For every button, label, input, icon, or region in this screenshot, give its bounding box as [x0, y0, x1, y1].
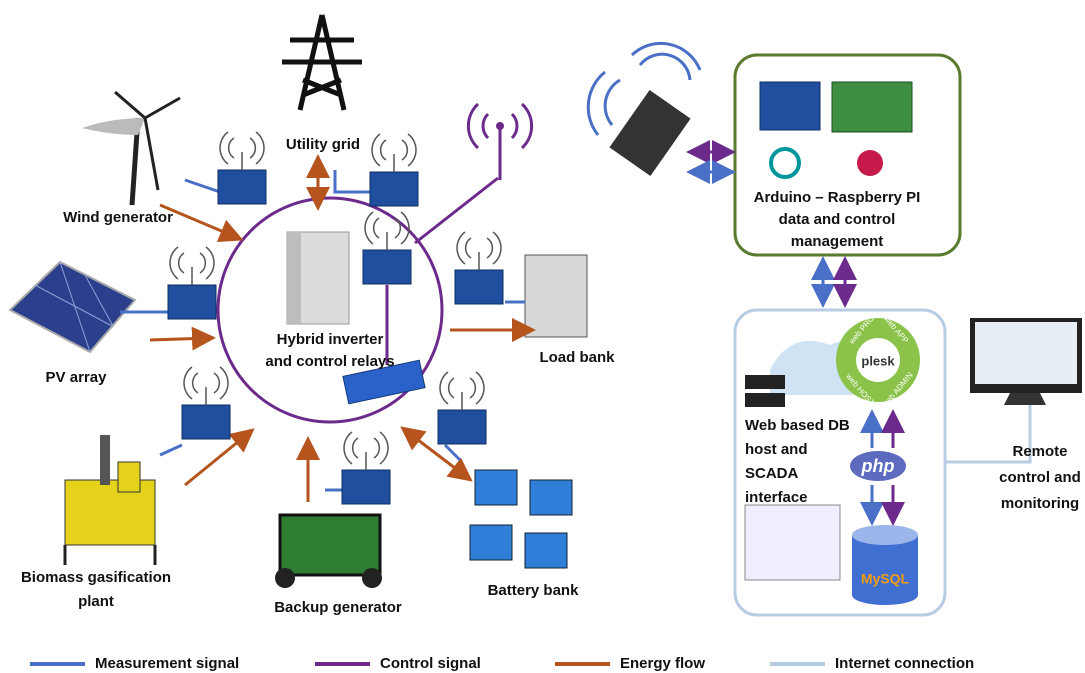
node-label: Load bank — [539, 349, 615, 366]
plesk-label: plesk — [861, 353, 895, 368]
arduino — [217, 169, 267, 205]
wifi-icon — [343, 431, 389, 470]
node-label: Utility grid — [286, 136, 360, 153]
wifi-icon — [183, 366, 229, 405]
node-label: control and — [999, 469, 1081, 486]
wifi-icon — [169, 246, 215, 285]
wifi-icon — [439, 371, 485, 410]
node-label: host and — [745, 441, 808, 458]
node-label: plant — [78, 593, 114, 610]
node-label: Arduino – Raspberry PI — [754, 189, 921, 206]
wifi-icon — [456, 231, 502, 270]
legend-label: Internet connection — [835, 655, 974, 672]
legend-label: Measurement signal — [95, 655, 239, 672]
shapes — [8, 14, 1082, 617]
legend-label: Energy flow — [620, 655, 705, 672]
legend-label: Control signal — [380, 655, 481, 672]
wifi-icon — [364, 211, 410, 250]
wifi-icon — [371, 133, 417, 172]
node-label: interface — [745, 489, 808, 506]
arduino — [454, 269, 504, 305]
arduino — [369, 171, 419, 207]
node-label: and control relays — [265, 353, 394, 370]
node-label: Wind generator — [63, 209, 173, 226]
arduino — [437, 409, 487, 445]
node-label: SCADA — [745, 465, 799, 482]
labels: Utility grid Wind generator PV array Hybrid… — [21, 136, 1081, 672]
node-label: Hybrid inverter — [277, 331, 384, 348]
php-label: php — [861, 456, 895, 476]
arduino — [341, 469, 391, 505]
node-label: monitoring — [1001, 495, 1079, 512]
wifi-icon — [219, 131, 265, 170]
node-label: Backup generator — [274, 599, 402, 616]
arduino — [167, 284, 217, 320]
node-label: Biomass gasification — [21, 569, 171, 586]
node-label: PV array — [46, 369, 108, 386]
node-label: Battery bank — [488, 582, 580, 599]
node-label: Remote — [1012, 443, 1067, 460]
arduino — [181, 404, 231, 440]
node-label: data and control — [779, 211, 896, 228]
node-label: Web based DB — [745, 417, 850, 434]
arduino-boards — [167, 131, 504, 505]
node-label: management — [791, 233, 884, 250]
arduino — [362, 249, 412, 285]
db-label: MySQL — [861, 571, 910, 587]
